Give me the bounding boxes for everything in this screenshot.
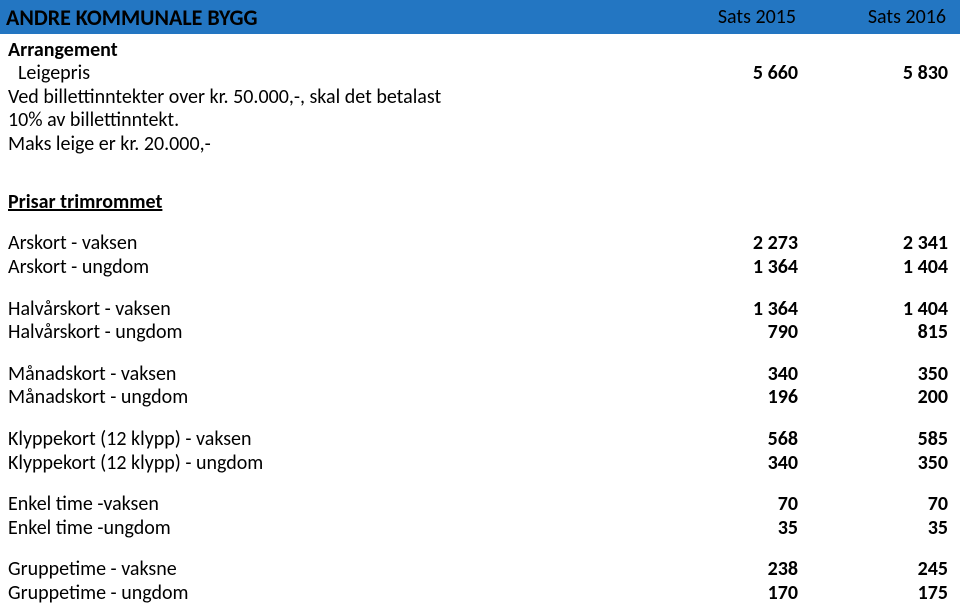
table-row: Halvårskort - vaksen 1 364 1 404 <box>6 298 948 322</box>
row-value-2016: 350 <box>798 363 948 387</box>
row-value-2016: 35 <box>798 517 948 541</box>
row-value-2015: 340 <box>648 452 798 476</box>
row-value-2016: 200 <box>798 386 948 410</box>
col-header-2015: Sats 2015 <box>646 5 796 29</box>
row-label: Enkel time -ungdom <box>6 517 648 541</box>
row-value-2016: 70 <box>798 493 948 517</box>
row-value-2015: 2 273 <box>648 232 798 256</box>
table-row: Arskort - vaksen 2 273 2 341 <box>6 232 948 256</box>
prisar-heading-text: Prisar trimrommet <box>8 190 368 214</box>
row-value-2016: 245 <box>798 558 948 582</box>
row-value-2016: 2 341 <box>798 232 948 256</box>
row-value-2015: 170 <box>648 582 798 606</box>
col-header-2016: Sats 2016 <box>796 5 946 29</box>
row-label: Maks leige er kr. 20.000,- <box>6 133 648 157</box>
table-row: Leigepris 5 660 5 830 <box>6 62 948 86</box>
row-value-2015: 5 660 <box>648 62 798 86</box>
row-value-2016: 1 404 <box>798 298 948 322</box>
arrangement-heading: Arrangement <box>6 38 948 62</box>
table-row: Gruppetime - ungdom 170 175 <box>6 582 948 606</box>
row-value-2015: 1 364 <box>648 298 798 322</box>
table-row: Klyppekort (12 klypp) - ungdom 340 350 <box>6 452 948 476</box>
table-row: Gruppetime - vaksne 238 245 <box>6 558 948 582</box>
row-value-2015: 568 <box>648 428 798 452</box>
table-row: Månadskort - vaksen 340 350 <box>6 363 948 387</box>
row-label: Leigepris <box>6 62 648 86</box>
table-row: Enkel time -vaksen 70 70 <box>6 493 948 517</box>
row-value-2016: 5 830 <box>798 62 948 86</box>
row-value-2015: 238 <box>648 558 798 582</box>
page-title: ANDRE KOMMUNALE BYGG <box>6 4 646 31</box>
row-label: Månadskort - vaksen <box>6 363 648 387</box>
row-value-2016: 175 <box>798 582 948 606</box>
row-label: Arskort - ungdom <box>6 256 648 280</box>
prisar-heading: Prisar trimrommet <box>6 190 948 214</box>
row-label: Ved billettinntekter over kr. 50.000,-, … <box>6 86 648 110</box>
row-label: Gruppetime - ungdom <box>6 582 648 606</box>
row-value-2015: 340 <box>648 363 798 387</box>
row-label: Gruppetime - vaksne <box>6 558 648 582</box>
arrangement-section: Arrangement Leigepris 5 660 5 830 Ved bi… <box>0 34 960 156</box>
table-row: Arskort - ungdom 1 364 1 404 <box>6 256 948 280</box>
table-row: Halvårskort - ungdom 790 815 <box>6 321 948 345</box>
table-row: Månadskort - ungdom 196 200 <box>6 386 948 410</box>
page-header: ANDRE KOMMUNALE BYGG Sats 2015 Sats 2016 <box>0 0 960 34</box>
row-value-2016: 350 <box>798 452 948 476</box>
table-row: Ved billettinntekter over kr. 50.000,-, … <box>6 86 948 110</box>
row-value-2015: 790 <box>648 321 798 345</box>
row-label: 10% av billettinntekt. <box>6 109 648 133</box>
row-value-2015: 1 364 <box>648 256 798 280</box>
row-label: Halvårskort - vaksen <box>6 298 648 322</box>
row-label: Klyppekort (12 klypp) - vaksen <box>6 428 648 452</box>
row-label: Halvårskort - ungdom <box>6 321 648 345</box>
row-value-2016: 585 <box>798 428 948 452</box>
prisar-section: Prisar trimrommet Arskort - vaksen 2 273… <box>0 190 960 605</box>
row-value-2016: 815 <box>798 321 948 345</box>
row-value-2015: 35 <box>648 517 798 541</box>
row-value-2015: 196 <box>648 386 798 410</box>
row-label: Månadskort - ungdom <box>6 386 648 410</box>
row-label: Klyppekort (12 klypp) - ungdom <box>6 452 648 476</box>
row-label: Enkel time -vaksen <box>6 493 648 517</box>
row-label: Arskort - vaksen <box>6 232 648 256</box>
table-row: 10% av billettinntekt. <box>6 109 948 133</box>
row-value-2015: 70 <box>648 493 798 517</box>
table-row: Enkel time -ungdom 35 35 <box>6 517 948 541</box>
table-row: Maks leige er kr. 20.000,- <box>6 133 948 157</box>
table-row: Klyppekort (12 klypp) - vaksen 568 585 <box>6 428 948 452</box>
row-value-2016: 1 404 <box>798 256 948 280</box>
